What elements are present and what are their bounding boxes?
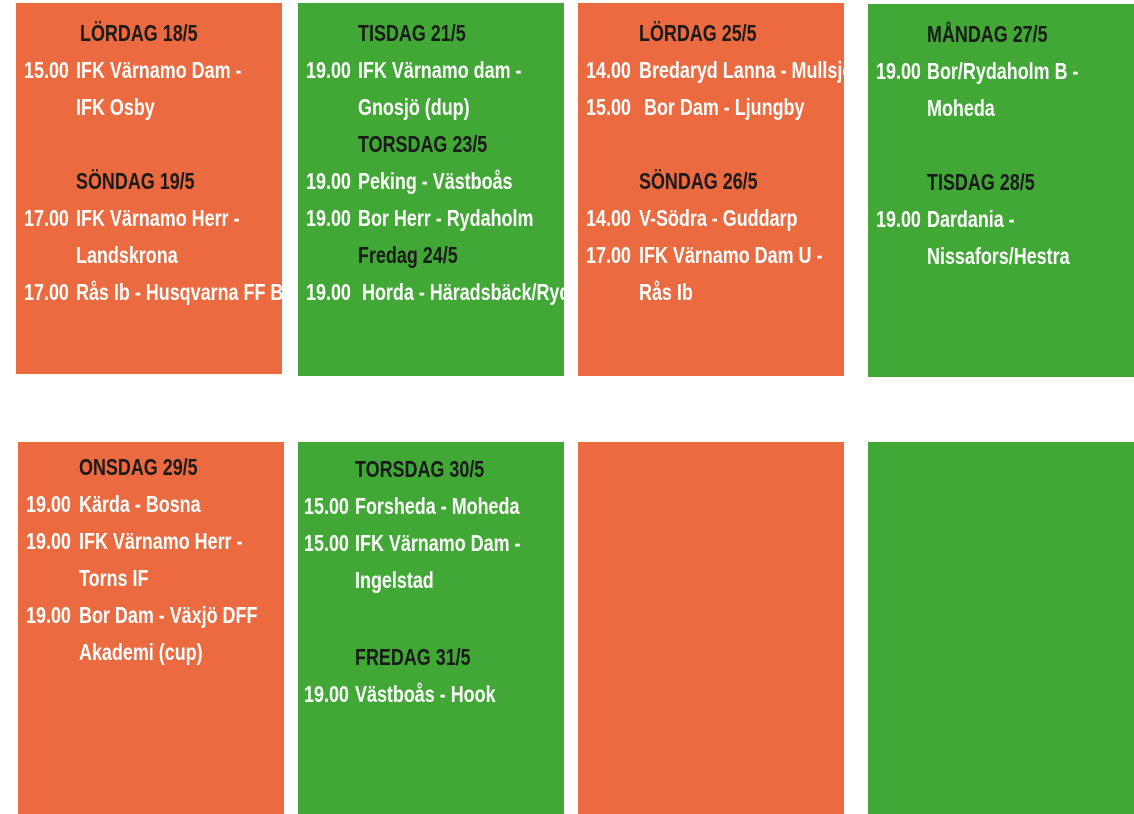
match-time: 15.00 <box>304 493 349 519</box>
day-heading: TISDAG 21/5 <box>358 20 466 46</box>
match-teams: Bor Dam - Ljungby <box>644 94 805 120</box>
match-time: 14.00 <box>586 57 631 83</box>
match-teams: Moheda <box>927 95 995 121</box>
match-teams: IFK Värnamo Herr - <box>79 528 243 554</box>
match-teams: Västboås - Hook <box>355 681 496 707</box>
schedule-panel-7 <box>578 442 844 814</box>
match-time: 19.00 <box>26 602 71 628</box>
match-teams: Landskrona <box>76 242 178 268</box>
match-teams: IFK Värnamo Dam - <box>355 530 521 556</box>
day-heading: FREDAG 31/5 <box>355 644 471 670</box>
match-teams: Nissafors/Hestra <box>927 243 1070 269</box>
match-teams: IFK Värnamo Dam U - <box>639 242 823 268</box>
schedule-panel-1: LÖRDAG 18/5 15.00 IFK Värnamo Dam - IFK … <box>16 3 284 374</box>
match-teams: Torns IF <box>79 565 149 591</box>
match-time: 14.00 <box>586 205 631 231</box>
day-heading: TISDAG 28/5 <box>927 169 1035 195</box>
schedule-panel-5: ONSDAG 29/5 19.00 Kärda - Bosna 19.00 IF… <box>18 442 284 814</box>
match-teams: Dardania - <box>927 206 1015 232</box>
day-heading: ONSDAG 29/5 <box>79 454 198 480</box>
match-teams: Forsheda - Moheda <box>355 493 520 519</box>
day-heading: Fredag 24/5 <box>358 242 458 268</box>
day-heading: LÖRDAG 25/5 <box>639 20 757 46</box>
match-time: 15.00 <box>586 94 631 120</box>
match-time: 19.00 <box>26 528 71 554</box>
match-time: 19.00 <box>304 681 349 707</box>
match-time: 19.00 <box>306 168 351 194</box>
match-time: 19.00 <box>26 491 71 517</box>
match-teams: Ingelstad <box>355 567 434 593</box>
match-teams: IFK Värnamo Herr - <box>76 205 240 231</box>
match-teams: Bor Dam - Växjö DFF <box>79 602 258 628</box>
match-teams: Bredaryd Lanna - Mullsjö <box>639 57 854 83</box>
match-teams: IFK Värnamo dam - <box>358 57 522 83</box>
match-time: 19.00 <box>876 58 921 84</box>
match-teams: Akademi (cup) <box>79 639 203 665</box>
match-teams: Bor Herr - Rydaholm <box>358 205 534 231</box>
schedule-panel-2: TISDAG 21/5 19.00 IFK Värnamo dam - Gnos… <box>298 3 570 376</box>
match-time: 15.00 <box>304 530 349 556</box>
match-teams: Peking - Västboås <box>358 168 513 194</box>
match-teams: Bor/Rydaholm B - <box>927 58 1079 84</box>
schedule-panel-4: MÅNDAG 27/5 19.00 Bor/Rydaholm B - Mohed… <box>868 4 1134 377</box>
day-heading: MÅNDAG 27/5 <box>927 21 1048 47</box>
schedule-panel-8 <box>868 442 1134 814</box>
match-time: 17.00 <box>586 242 631 268</box>
day-heading: SÖNDAG 26/5 <box>639 168 758 194</box>
match-time: 17.00 <box>24 279 69 305</box>
match-time: 15.00 <box>24 57 69 83</box>
day-heading: TORSDAG 23/5 <box>358 131 488 157</box>
match-time: 19.00 <box>876 206 921 232</box>
day-heading: TORSDAG 30/5 <box>355 456 485 482</box>
match-teams: Rås Ib - Husqvarna FF B <box>76 279 284 305</box>
match-time: 17.00 <box>24 205 69 231</box>
match-teams: Gnosjö (dup) <box>358 94 470 120</box>
day-heading: LÖRDAG 18/5 <box>80 20 198 46</box>
match-time: 19.00 <box>306 279 351 305</box>
match-time: 19.00 <box>306 57 351 83</box>
match-teams: IFK Osby <box>76 94 155 120</box>
match-teams: IFK Värnamo Dam - <box>76 57 242 83</box>
match-teams: Horda - Häradsbäck/Ryd <box>362 279 571 305</box>
day-heading: SÖNDAG 19/5 <box>76 168 195 194</box>
match-time: 19.00 <box>306 205 351 231</box>
match-teams: Rås Ib <box>639 279 693 305</box>
schedule-panel-3: LÖRDAG 25/5 14.00 Bredaryd Lanna - Mulls… <box>578 3 853 376</box>
schedule-panel-6: TORSDAG 30/5 15.00 Forsheda - Moheda 15.… <box>298 442 564 814</box>
match-teams: Kärda - Bosna <box>79 491 201 517</box>
match-teams: V-Södra - Guddarp <box>639 205 798 231</box>
